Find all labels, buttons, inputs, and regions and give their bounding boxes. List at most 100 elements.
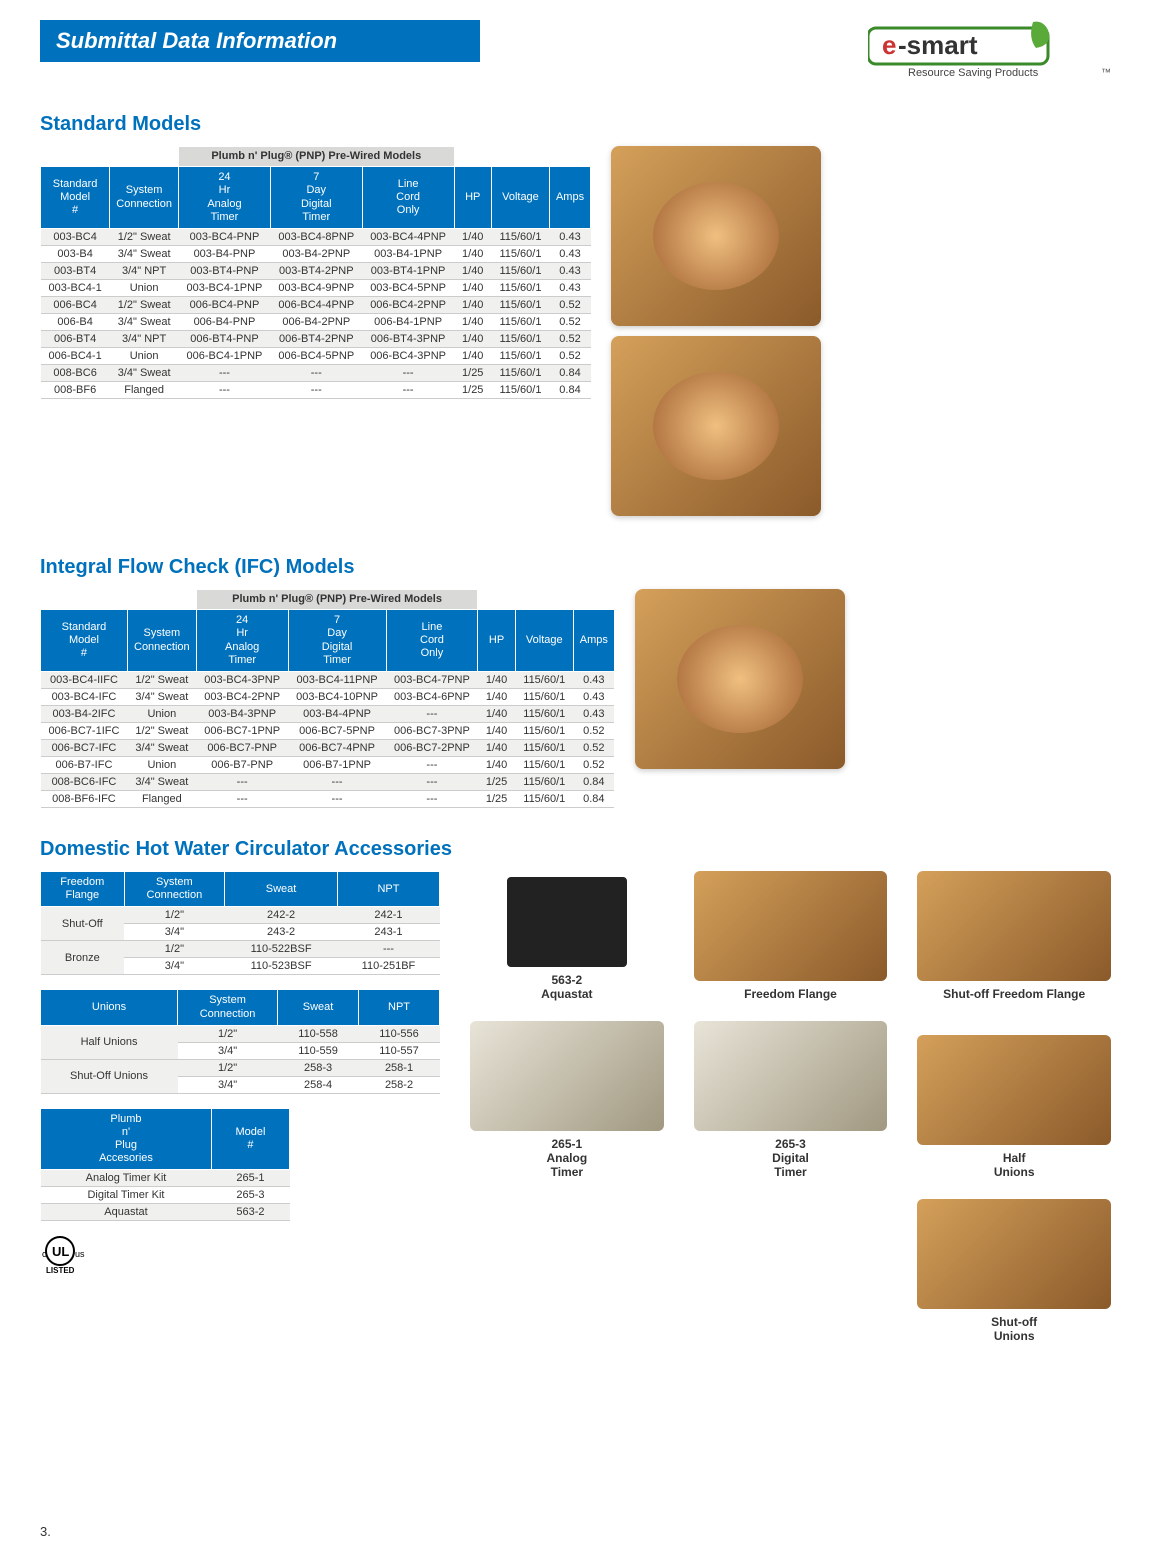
table-header: 24HrAnalogTimer bbox=[196, 610, 288, 672]
table-cell: 115/60/1 bbox=[491, 381, 549, 398]
digital-timer-image: 265-3 Digital Timer bbox=[694, 1021, 888, 1179]
pnp-accessories-table: Plumbn'PlugAccesoriesModel# Analog Timer… bbox=[40, 1108, 290, 1222]
table-cell: Shut-Off Unions bbox=[41, 1059, 178, 1093]
table-cell: 006-B7-IFC bbox=[41, 756, 128, 773]
table-cell: --- bbox=[288, 773, 386, 790]
table-cell: Digital Timer Kit bbox=[41, 1187, 212, 1204]
table-cell: 1/40 bbox=[478, 739, 515, 756]
table-cell: 1/2" bbox=[178, 1025, 278, 1042]
table-cell: --- bbox=[288, 790, 386, 807]
table-header: Plumbn'PlugAccesories bbox=[41, 1108, 212, 1170]
table-cell: 115/60/1 bbox=[515, 739, 573, 756]
shutoff-unions-image: Shut-off Unions bbox=[917, 1199, 1111, 1343]
table-cell: 008-BF6 bbox=[41, 381, 110, 398]
table-cell: 0.52 bbox=[549, 330, 590, 347]
table-cell: 115/60/1 bbox=[515, 671, 573, 688]
table-cell: 258-3 bbox=[278, 1059, 359, 1076]
table-cell: 115/60/1 bbox=[491, 296, 549, 313]
table-cell: 006-BC4-5PNP bbox=[270, 347, 362, 364]
table-cell: 115/60/1 bbox=[491, 228, 549, 245]
table-cell: 0.43 bbox=[549, 262, 590, 279]
table-header: SystemConnection bbox=[178, 990, 278, 1025]
svg-text:us: us bbox=[75, 1249, 85, 1259]
table-cell: 1/2" bbox=[124, 941, 225, 958]
table-cell: 003-BC4-8PNP bbox=[270, 228, 362, 245]
table-cell: 003-BC4-10PNP bbox=[288, 688, 386, 705]
table-cell: 0.52 bbox=[549, 296, 590, 313]
half-unions-image: Half Unions bbox=[917, 1035, 1111, 1179]
table-cell: 115/60/1 bbox=[515, 790, 573, 807]
table-cell: 3/4" NPT bbox=[110, 330, 179, 347]
table-row: 003-B4-2IFCUnion003-B4-3PNP003-B4-4PNP--… bbox=[41, 705, 615, 722]
table-row: 003-BT43/4" NPT003-BT4-PNP003-BT4-2PNP00… bbox=[41, 262, 591, 279]
table-cell: 0.84 bbox=[549, 381, 590, 398]
table-cell: 3/4" Sweat bbox=[127, 739, 196, 756]
accessories-title: Domestic Hot Water Circulator Accessorie… bbox=[40, 838, 1111, 861]
table-cell: 003-BC4-7PNP bbox=[386, 671, 478, 688]
table-cell: --- bbox=[386, 705, 478, 722]
table-cell: 243-2 bbox=[225, 924, 338, 941]
table-cell: 242-2 bbox=[225, 907, 338, 924]
table-cell: 003-BC4-1PNP bbox=[179, 279, 271, 296]
table-cell: 115/60/1 bbox=[491, 364, 549, 381]
table-header: StandardModel# bbox=[41, 610, 128, 672]
table-cell: 1/40 bbox=[454, 330, 491, 347]
table-cell: 1/25 bbox=[478, 773, 515, 790]
table-cell: Flanged bbox=[110, 381, 179, 398]
table-cell: 110-558 bbox=[278, 1025, 359, 1042]
table-cell: 006-BC7-5PNP bbox=[288, 722, 386, 739]
table-row: 008-BF6-IFCFlanged---------1/25115/60/10… bbox=[41, 790, 615, 807]
table-cell: 008-BC6-IFC bbox=[41, 773, 128, 790]
table-cell: 3/4" bbox=[178, 1042, 278, 1059]
table-cell: Shut-Off bbox=[41, 907, 125, 941]
table-cell: 003-BC4-4PNP bbox=[362, 228, 454, 245]
table-cell: 115/60/1 bbox=[515, 688, 573, 705]
table-cell: 003-BC4-11PNP bbox=[288, 671, 386, 688]
table-cell: 3/4" bbox=[124, 958, 225, 975]
table-header: StandardModel# bbox=[41, 167, 110, 229]
unions-table: UnionsSystemConnectionSweatNPT Half Unio… bbox=[40, 989, 440, 1093]
table-cell: 003-B4-2PNP bbox=[270, 245, 362, 262]
table-cell: --- bbox=[337, 941, 439, 958]
table-cell: 006-BT4 bbox=[41, 330, 110, 347]
page-title: Submittal Data Information bbox=[40, 20, 480, 62]
table-cell: 110-557 bbox=[359, 1042, 440, 1059]
table-header: Sweat bbox=[278, 990, 359, 1025]
table-cell: 1/40 bbox=[478, 705, 515, 722]
svg-text:UL: UL bbox=[52, 1244, 69, 1259]
table-cell: --- bbox=[362, 364, 454, 381]
table-header: SystemConnection bbox=[124, 871, 225, 906]
table-cell: 0.43 bbox=[573, 688, 614, 705]
table-cell: 1/2" Sweat bbox=[127, 722, 196, 739]
table-header: HP bbox=[478, 610, 515, 672]
table-cell: 006-B4-2PNP bbox=[270, 313, 362, 330]
table-header: Unions bbox=[41, 990, 178, 1025]
table-cell: 115/60/1 bbox=[491, 262, 549, 279]
svg-text:-smart: -smart bbox=[898, 30, 978, 60]
freedom-flange-image: Freedom Flange bbox=[694, 871, 888, 1001]
table-row: 006-BC41/2" Sweat006-BC4-PNP006-BC4-4PNP… bbox=[41, 296, 591, 313]
table-cell: 265-3 bbox=[211, 1187, 289, 1204]
table-cell: 0.43 bbox=[549, 228, 590, 245]
table-cell: 0.52 bbox=[549, 313, 590, 330]
table-cell: 110-559 bbox=[278, 1042, 359, 1059]
table-cell: 006-BC4-2PNP bbox=[362, 296, 454, 313]
table-cell: 110-522BSF bbox=[225, 941, 338, 958]
product-image-standard-2 bbox=[611, 336, 821, 516]
trademark: ™ bbox=[1101, 67, 1111, 78]
table-cell: --- bbox=[179, 364, 271, 381]
table-cell: 3/4" Sweat bbox=[127, 688, 196, 705]
table-cell: 006-B4-PNP bbox=[179, 313, 271, 330]
table-row: Shut-Off1/2"242-2242-1 bbox=[41, 907, 440, 924]
table-cell: Union bbox=[110, 347, 179, 364]
table-cell: 006-BT4-3PNP bbox=[362, 330, 454, 347]
product-image-ifc bbox=[635, 589, 845, 769]
table-cell: 003-BC4-9PNP bbox=[270, 279, 362, 296]
table-cell: 003-BC4-PNP bbox=[179, 228, 271, 245]
table-cell: 1/25 bbox=[478, 790, 515, 807]
table-cell: 006-BC4-1PNP bbox=[179, 347, 271, 364]
table-cell: 1/40 bbox=[454, 279, 491, 296]
table-cell: 006-BC7-3PNP bbox=[386, 722, 478, 739]
table-row: Half Unions1/2"110-558110-556 bbox=[41, 1025, 440, 1042]
table-cell: 0.52 bbox=[573, 739, 614, 756]
